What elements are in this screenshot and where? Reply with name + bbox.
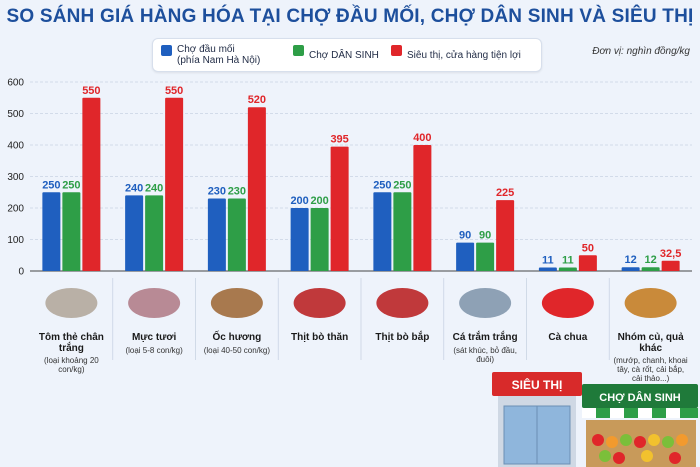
- data-label: 240: [125, 182, 143, 194]
- market-sign: [582, 384, 698, 408]
- category-label: Ốc hương: [212, 332, 262, 343]
- snail-icon: [210, 288, 263, 318]
- shrimp-icon: [45, 288, 98, 318]
- legend-swatch-sieu-thi: [391, 45, 402, 56]
- data-label: 230: [208, 186, 226, 198]
- data-label: 12: [625, 254, 637, 266]
- bar: [310, 208, 329, 271]
- bar: [330, 146, 349, 271]
- bar: [558, 267, 577, 271]
- data-label: 550: [165, 85, 183, 97]
- market-sign-text: CHỢ DÂN SINH: [599, 391, 681, 404]
- bar: [413, 145, 432, 271]
- data-label: 250: [393, 179, 411, 191]
- bar: [661, 260, 680, 271]
- y-tick-label: 600: [7, 78, 24, 89]
- bar: [496, 200, 515, 271]
- category-note: (loại 5-8 con/kg): [125, 346, 183, 355]
- vegetables-icon: [624, 288, 677, 318]
- market-awning: [582, 408, 698, 418]
- fish-icon: [459, 288, 512, 318]
- data-label: 225: [496, 187, 514, 199]
- data-label: 550: [82, 85, 100, 97]
- bar: [621, 267, 640, 271]
- legend-item-dau-moi: Chợ đầu mối (phía Nam Hà Nội): [177, 44, 260, 66]
- category-label: Thịt bò bắp: [375, 332, 430, 343]
- data-label: 200: [290, 195, 308, 207]
- bar: [207, 198, 226, 271]
- data-label: 11: [542, 255, 554, 267]
- tomato-icon: [541, 288, 594, 318]
- bar: [145, 195, 164, 271]
- bar: [456, 242, 475, 271]
- legend: Chợ đầu mối (phía Nam Hà Nội) Chợ DÂN SI…: [152, 38, 542, 72]
- legend-swatch-dan-sinh: [293, 45, 304, 56]
- legend-swatch-dau-moi: [161, 45, 172, 56]
- y-tick-label: 0: [18, 267, 24, 278]
- category-note: (loại khoảng 20 con/kg): [44, 356, 99, 374]
- bar: [227, 198, 246, 271]
- supermarket-sign-text: SIÊU THỊ: [512, 377, 563, 392]
- y-tick-label: 500: [7, 109, 24, 120]
- y-tick-label: 100: [7, 235, 24, 246]
- supermarket-sign: [492, 372, 582, 396]
- squid-icon: [128, 288, 181, 318]
- bar: [42, 192, 61, 271]
- data-label: 520: [248, 94, 266, 106]
- data-label: 250: [62, 179, 80, 191]
- category-label: Tôm thẻ chân trắng: [38, 332, 104, 354]
- data-label: 32,5: [660, 248, 681, 260]
- bar: [165, 97, 184, 271]
- y-tick-label: 300: [7, 172, 24, 183]
- data-label: 50: [582, 242, 594, 254]
- data-label: 400: [413, 132, 431, 144]
- data-label: 240: [145, 182, 163, 194]
- bar: [393, 192, 412, 271]
- data-label: 230: [228, 186, 246, 198]
- bar: [476, 242, 495, 271]
- category-note: (loại 40-50 con/kg): [203, 346, 270, 355]
- bar: [82, 97, 101, 271]
- data-label: 90: [459, 230, 471, 242]
- category-note: (sát khúc, bỏ đầu, đuôi): [453, 346, 517, 364]
- beef-tenderloin-icon: [293, 288, 346, 318]
- bar: [290, 208, 309, 271]
- bar: [641, 267, 660, 271]
- category-label: Nhóm củ, quả khác: [617, 332, 684, 354]
- data-label: 11: [562, 255, 574, 267]
- y-tick-label: 400: [7, 141, 24, 152]
- legend-label-sieu-thi: Siêu thị, cửa hàng tiện lợi: [407, 50, 521, 61]
- legend-label-dau-moi: Chợ đầu mối: [177, 44, 235, 55]
- category-label: Thịt bò thăn: [291, 332, 349, 343]
- chart-title: SO SÁNH GIÁ HÀNG HÓA TẠI CHỢ ĐẦU MỐI, CH…: [6, 6, 694, 27]
- data-label: 12: [645, 254, 657, 266]
- category-note: (mướp, chanh, khoai tây, cà rốt, cải bắp…: [613, 356, 688, 383]
- bar: [125, 195, 144, 271]
- bar: [247, 107, 266, 271]
- y-tick-label: 200: [7, 204, 24, 215]
- unit-label: Đơn vị: nghìn đồng/kg: [592, 46, 690, 57]
- category-label: Cà chua: [548, 332, 588, 343]
- bar: [62, 192, 81, 271]
- data-label: 250: [373, 179, 391, 191]
- data-label: 395: [330, 134, 348, 146]
- data-label: 90: [479, 230, 491, 242]
- stores-illustration: SIÊU THỊ CHỢ DÂN SINH: [492, 372, 698, 467]
- bar: [578, 255, 597, 271]
- bar: [538, 267, 557, 271]
- category-label: Mực tươi: [131, 332, 177, 343]
- beef-shank-icon: [376, 288, 429, 318]
- legend-sub-dau-moi: (phía Nam Hà Nội): [177, 55, 261, 66]
- bar: [373, 192, 392, 271]
- produce-icon: [592, 434, 688, 464]
- data-label: 200: [310, 195, 328, 207]
- data-label: 250: [42, 179, 60, 191]
- legend-label-dan-sinh: Chợ DÂN SINH: [309, 50, 379, 61]
- category-label: Cá trắm trắng: [452, 332, 518, 343]
